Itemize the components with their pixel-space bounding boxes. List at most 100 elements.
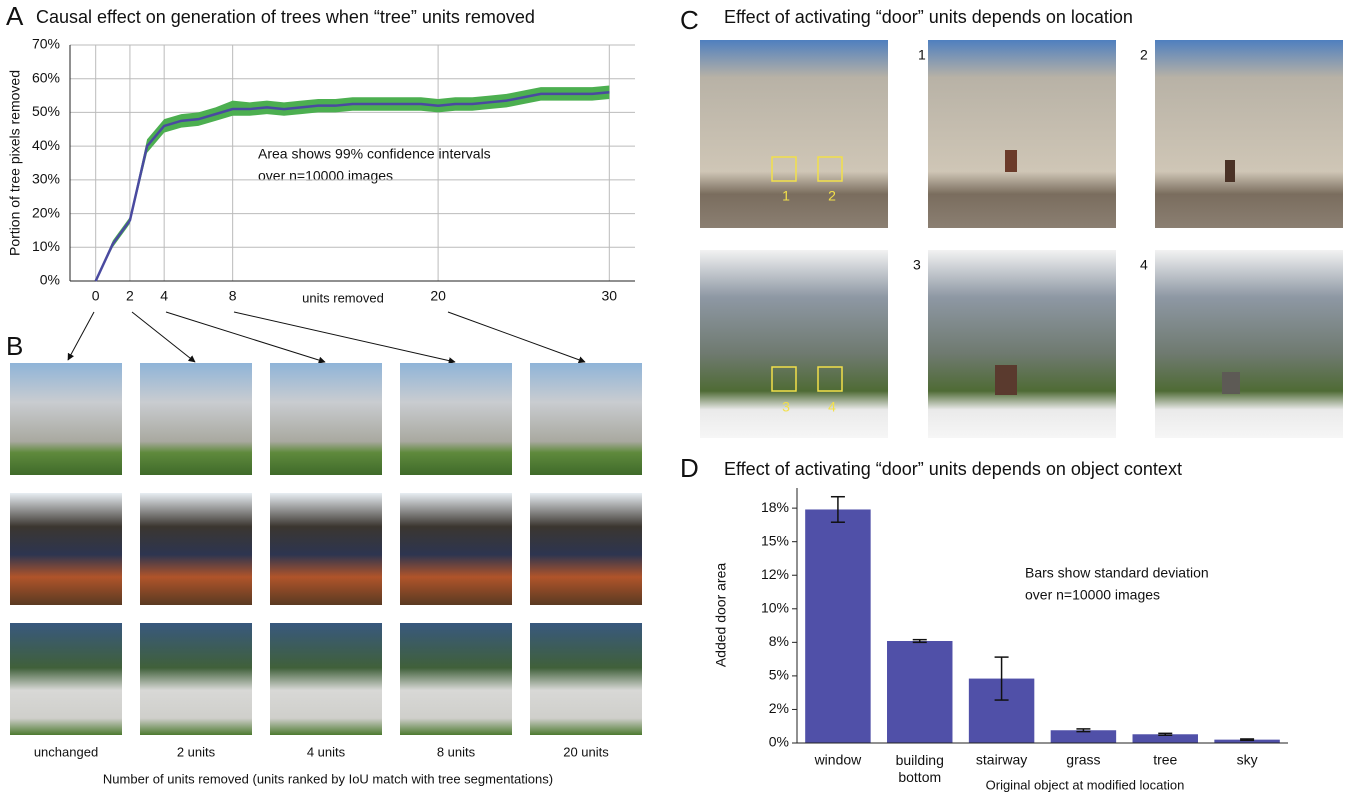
y-tick-label: 2% xyxy=(769,700,789,716)
annotation: Area shows 99% confidence intervals xyxy=(258,146,491,162)
box-number: 4 xyxy=(828,399,836,415)
error-bar xyxy=(1240,738,1255,742)
image xyxy=(928,40,1116,228)
y-tick-label: 18% xyxy=(761,499,789,515)
column-label: 20 units xyxy=(563,744,609,759)
image xyxy=(10,623,122,735)
x-tick-label: window xyxy=(814,752,863,768)
error-bar xyxy=(1076,728,1091,733)
chart-title: Effect of activating “door” units depend… xyxy=(724,459,1182,479)
error-bar xyxy=(994,656,1009,701)
x-axis-label: units removed xyxy=(302,290,384,305)
annotation: Bars show standard deviation xyxy=(1025,565,1209,581)
error-bar xyxy=(830,495,845,523)
line xyxy=(94,90,610,282)
image-grid xyxy=(10,363,642,735)
image xyxy=(140,363,252,475)
image xyxy=(1155,250,1343,438)
y-tick-label: 0% xyxy=(40,272,60,288)
panel-letter: A xyxy=(6,1,24,31)
y-tick-label: 70% xyxy=(32,36,60,52)
x-tick-label: sky xyxy=(1237,752,1258,768)
image xyxy=(530,493,642,605)
arrows xyxy=(67,311,586,365)
x-tick-label: 20 xyxy=(430,288,446,304)
y-tick-label: 12% xyxy=(761,566,789,582)
image-number: 4 xyxy=(1140,257,1148,273)
image-numbers: 1 2 3 4 1 2 3 4 xyxy=(782,47,1148,415)
image xyxy=(530,623,642,735)
error-bar xyxy=(912,638,927,644)
box-number: 3 xyxy=(782,399,790,415)
image xyxy=(270,493,382,605)
panel-letter: B xyxy=(6,331,23,361)
y-tick-label: 10% xyxy=(32,238,60,254)
panel-title: Effect of activating “door” units depend… xyxy=(724,7,1133,27)
image xyxy=(140,493,252,605)
image xyxy=(270,623,382,735)
x-tick-label: stairway xyxy=(976,752,1027,768)
door xyxy=(995,365,1017,395)
image xyxy=(140,623,252,735)
y-tick-label: 60% xyxy=(32,69,60,85)
y-tick-label: 40% xyxy=(32,137,60,153)
column-label: unchanged xyxy=(34,744,98,759)
y-tick-label: 8% xyxy=(769,633,789,649)
column-label: 2 units xyxy=(177,744,216,759)
image xyxy=(1155,40,1343,228)
image-grid xyxy=(700,40,1343,438)
column-label: 4 units xyxy=(307,744,346,759)
image xyxy=(400,623,512,735)
chart-title: Causal effect on generation of trees whe… xyxy=(36,7,535,27)
bar xyxy=(887,641,953,743)
panel-letter: C xyxy=(680,5,699,35)
y-tick-label: 15% xyxy=(761,532,789,548)
highlight-boxes xyxy=(771,156,843,392)
x-tick-label: 0 xyxy=(92,288,100,304)
x-tick-label: 8 xyxy=(229,288,237,304)
x-tick-label: tree xyxy=(1153,752,1177,768)
door xyxy=(1005,150,1017,172)
image xyxy=(270,363,382,475)
annotation: over n=10000 images xyxy=(258,168,393,184)
image xyxy=(400,363,512,475)
image-number: 2 xyxy=(1140,47,1148,63)
image xyxy=(700,250,888,438)
x-tick-label: grass xyxy=(1066,752,1100,768)
bar xyxy=(1132,734,1198,743)
door xyxy=(1225,160,1235,182)
image xyxy=(530,363,642,475)
y-tick-label: 10% xyxy=(761,599,789,615)
image-number: 1 xyxy=(918,47,926,63)
door xyxy=(1222,372,1240,394)
image xyxy=(10,363,122,475)
y-axis-label: Added door area xyxy=(713,563,729,668)
x-tick-label: building bottom xyxy=(896,752,944,785)
error-bar xyxy=(1158,732,1173,736)
bar xyxy=(1214,739,1280,743)
bar xyxy=(805,509,871,743)
box-number: 2 xyxy=(828,188,836,204)
annotation: over n=10000 images xyxy=(1025,587,1160,603)
bar xyxy=(1050,730,1117,743)
column-label: 8 units xyxy=(437,744,476,759)
y-tick-label: 30% xyxy=(32,171,60,187)
image xyxy=(400,493,512,605)
x-axis-label: Original object at modified location xyxy=(986,777,1185,792)
caption: Number of units removed (units ranked by… xyxy=(103,771,553,786)
image xyxy=(928,250,1116,438)
box-number: 1 xyxy=(782,188,790,204)
x-tick-label: 30 xyxy=(602,288,618,304)
y-axis-label: Portion of tree pixels removed xyxy=(7,70,23,256)
y-tick-label: 20% xyxy=(32,204,60,220)
x-tick-label: 2 xyxy=(126,288,134,304)
x-tick-label: 4 xyxy=(160,288,168,304)
image xyxy=(10,493,122,605)
y-tick-label: 0% xyxy=(769,734,789,750)
image-number: 3 xyxy=(913,257,921,273)
y-tick-label: 50% xyxy=(32,103,60,119)
panel-letter: D xyxy=(680,453,699,483)
y-tick-label: 5% xyxy=(769,667,789,683)
image xyxy=(700,40,888,228)
